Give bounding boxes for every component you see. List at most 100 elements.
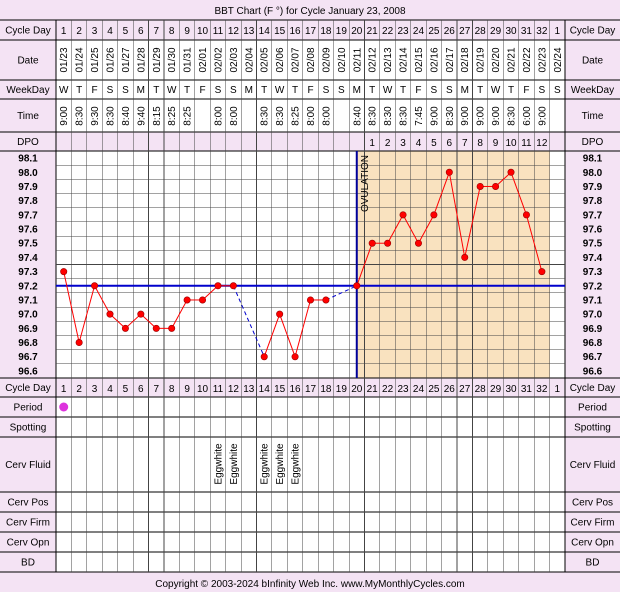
temp-segment [356, 243, 373, 286]
date-label: 02/24 [553, 47, 564, 72]
date-label: 01/28 [136, 47, 147, 72]
right-label-column [565, 20, 620, 572]
y-tick-label-left: 97.5 [18, 239, 38, 250]
date-label: 02/17 [445, 47, 456, 72]
temp-segment [433, 172, 450, 216]
temp-segment [294, 299, 311, 357]
y-tick-label-right: 97.9 [583, 182, 603, 193]
time-label: 8:30 [275, 106, 286, 126]
y-tick-label-right: 97.2 [583, 281, 603, 292]
time-row-right-label: Time [582, 111, 604, 122]
time-label: 8:40 [121, 106, 132, 126]
weekday-label: T [369, 85, 375, 96]
cerv-fluid-label: Eggwhite [275, 443, 286, 485]
cerv-firm-bottom-row-right-label: Cerv Firm [571, 518, 615, 529]
dpo-row-right-label: DPO [582, 137, 604, 148]
weekday-label: S [122, 85, 129, 96]
date-label: 01/23 [59, 47, 70, 72]
weekday-label: T [508, 85, 514, 96]
date-label: 02/10 [337, 47, 348, 72]
weekday-label: T [153, 85, 159, 96]
footer-band [0, 572, 620, 592]
temp-segment [402, 214, 419, 244]
date-label: 02/05 [260, 47, 271, 72]
time-label: 8:30 [75, 106, 86, 126]
cycle-day-label: 1 [555, 26, 561, 37]
time-label: 6:00 [522, 106, 533, 126]
time-label: 9:00 [429, 106, 440, 126]
temp-point [106, 310, 114, 318]
weekday-label: S [338, 85, 345, 96]
time-label: 8:25 [291, 106, 302, 126]
cycle-day-bottom-label: 32 [536, 384, 548, 395]
y-tick-label-left: 97.4 [18, 253, 38, 264]
date-label: 02/20 [491, 47, 502, 72]
temp-point [522, 211, 530, 219]
ovulation-label: OVULATION [360, 155, 371, 212]
cycle-day-bottom-label: 12 [228, 384, 240, 395]
cycle-day-bottom-label: 10 [197, 384, 209, 395]
date-label: 02/19 [476, 47, 487, 72]
temp-point [476, 182, 484, 190]
y-tick-label-left: 96.8 [18, 338, 38, 349]
cycle-day-bottom-label: 1 [555, 384, 561, 395]
temp-point [75, 339, 83, 347]
cerv-fluid-bottom-row-left-label: Cerv Fluid [5, 460, 51, 471]
weekday-label: F [307, 85, 313, 96]
cycle-day-label: 12 [228, 26, 240, 37]
bd-bottom-row-right-label: BD [586, 558, 600, 569]
date-label: 02/21 [507, 47, 518, 72]
time-label: 8:15 [152, 106, 163, 126]
cycle-day-label: 10 [197, 26, 209, 37]
y-tick-label-right: 98.0 [583, 168, 603, 179]
temp-point [507, 168, 515, 176]
date-label: 02/09 [321, 47, 332, 72]
cycle-day-bottom-label: 27 [459, 384, 471, 395]
cycle-day-bottom-label: 21 [367, 384, 379, 395]
cycle-day-band [56, 20, 565, 40]
date-label: 02/23 [537, 47, 548, 72]
dpo-label: 10 [505, 138, 517, 149]
cerv-fluid-label: Eggwhite [291, 443, 302, 485]
cycle-day-bottom-label: 8 [169, 384, 175, 395]
temp-segment [63, 271, 80, 343]
y-tick-label-left: 97.2 [18, 281, 38, 292]
cycle-day-label: 2 [76, 26, 82, 37]
dpo-label: 5 [431, 138, 437, 149]
time-label: 8:30 [399, 106, 410, 126]
cycle-day-bottom-label: 19 [336, 384, 348, 395]
date-label: 02/16 [429, 47, 440, 72]
date-label: 02/15 [414, 47, 425, 72]
temp-point [291, 353, 299, 361]
weekday-row-right-label: WeekDay [571, 85, 614, 96]
dpo-label: 11 [521, 138, 532, 149]
weekday-label: S [431, 85, 438, 96]
cycle-day-label: 16 [290, 26, 302, 37]
date-label: 02/22 [522, 47, 533, 72]
cycle-day-row-left-label: Cycle Day [5, 26, 51, 37]
temp-point [414, 239, 422, 247]
temp-point [168, 324, 176, 332]
weekday-label: T [477, 85, 483, 96]
temp-point [492, 182, 500, 190]
dpo-band [56, 132, 565, 151]
cycle-day-bottom-row-right-label: Cycle Day [570, 383, 616, 394]
time-label: 9:00 [59, 106, 70, 126]
time-label: 8:00 [229, 106, 240, 126]
cycle-day-bottom-label: 28 [475, 384, 487, 395]
cycle-day-bottom-label: 15 [274, 384, 286, 395]
cycle-day-label: 13 [243, 26, 255, 37]
time-label: 8:30 [368, 106, 379, 126]
date-label: 02/14 [399, 47, 410, 72]
cycle-day-bottom-label: 1 [61, 384, 67, 395]
cycle-day-label: 15 [274, 26, 286, 37]
temp-point [353, 282, 361, 290]
cycle-day-bottom-label: 20 [351, 384, 363, 395]
y-tick-label-right: 96.7 [583, 352, 603, 363]
cycle-day-label: 20 [351, 26, 363, 37]
y-tick-label-right: 97.4 [583, 253, 603, 264]
cerv-opn-bottom-row-left-label: Cerv Opn [7, 538, 50, 549]
y-tick-label-left: 97.7 [18, 210, 38, 221]
time-label: 8:30 [507, 106, 518, 126]
